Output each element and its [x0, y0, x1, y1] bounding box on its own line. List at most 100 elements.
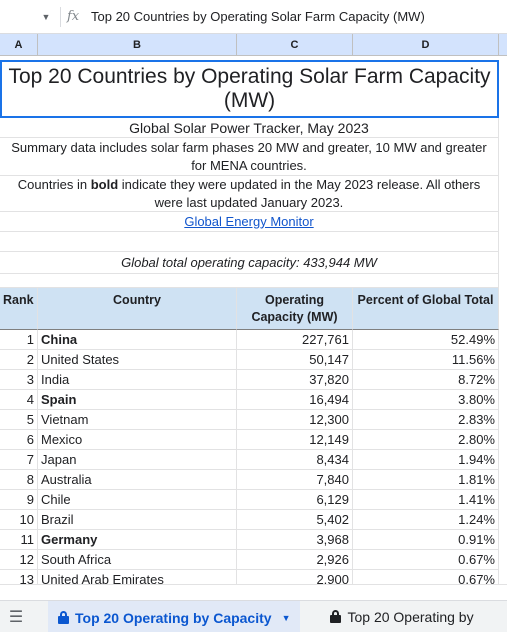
percent-cell[interactable]: 1.24%	[353, 510, 499, 530]
rank-cell[interactable]: 1	[0, 330, 38, 350]
country-cell[interactable]: Vietnam	[38, 410, 237, 430]
rank-cell[interactable]: 13	[0, 570, 38, 584]
percent-cell[interactable]: 11.56%	[353, 350, 499, 370]
country-cell[interactable]: Mexico	[38, 430, 237, 450]
table-row: 12 South Africa 2,926 0.67%	[0, 550, 507, 570]
capacity-cell[interactable]: 227,761	[237, 330, 353, 350]
rank-cell[interactable]: 3	[0, 370, 38, 390]
caret-down-icon[interactable]: ▼	[41, 11, 51, 22]
country-cell[interactable]: Chile	[38, 490, 237, 510]
capacity-cell[interactable]: 2,900	[237, 570, 353, 584]
empty-row	[0, 232, 507, 252]
column-header-d[interactable]: D	[353, 34, 499, 55]
percent-cell[interactable]: 1.41%	[353, 490, 499, 510]
note-text-end: indicate they were updated in the May 20…	[118, 176, 481, 210]
country-cell[interactable]: South Africa	[38, 550, 237, 570]
country-cell[interactable]: United Arab Emirates	[38, 570, 237, 584]
title-row: Top 20 Countries by Operating Solar Farm…	[0, 60, 507, 118]
note-bold-word: bold	[90, 176, 119, 192]
country-cell[interactable]: Australia	[38, 470, 237, 490]
percent-cell[interactable]: 1.81%	[353, 470, 499, 490]
capacity-cell[interactable]: 7,840	[237, 470, 353, 490]
rank-cell[interactable]: 11	[0, 530, 38, 550]
header-capacity[interactable]: Operating Capacity (MW)	[237, 288, 353, 330]
formula-bar: ▼ fx Top 20 Countries by Operating Solar…	[0, 0, 507, 34]
header-rank[interactable]: Rank	[0, 288, 38, 330]
sheet-tabs-bar: ☰ Top 20 Operating by Capacity ▼ Top 20 …	[0, 600, 507, 632]
summary-row: Summary data includes solar farm phases …	[0, 138, 507, 176]
rank-cell[interactable]: 4	[0, 390, 38, 410]
capacity-cell[interactable]: 2,926	[237, 550, 353, 570]
table-header-row: Rank Country Operating Capacity (MW) Per…	[0, 288, 507, 330]
column-header-b[interactable]: B	[38, 34, 237, 55]
formula-input[interactable]: Top 20 Countries by Operating Solar Farm…	[91, 9, 425, 24]
percent-cell[interactable]: 0.67%	[353, 570, 499, 584]
table-row: 7 Japan 8,434 1.94%	[0, 450, 507, 470]
percent-cell[interactable]: 52.49%	[353, 330, 499, 350]
header-percent[interactable]: Percent of Global Total	[353, 288, 499, 330]
tab-top-20-operating-by[interactable]: Top 20 Operating by	[320, 601, 483, 632]
rank-cell[interactable]: 8	[0, 470, 38, 490]
header-country[interactable]: Country	[38, 288, 237, 330]
percent-cell[interactable]: 2.83%	[353, 410, 499, 430]
capacity-cell[interactable]: 5,402	[237, 510, 353, 530]
capacity-cell[interactable]: 8,434	[237, 450, 353, 470]
column-headers: A B C D	[0, 34, 507, 56]
rank-cell[interactable]: 9	[0, 490, 38, 510]
note-text-start: Countries in	[17, 176, 91, 192]
sheet-title[interactable]: Top 20 Countries by Operating Solar Farm…	[0, 60, 499, 118]
global-energy-monitor-link[interactable]: Global Energy Monitor	[184, 213, 314, 229]
rank-cell[interactable]: 7	[0, 450, 38, 470]
rank-cell[interactable]: 2	[0, 350, 38, 370]
capacity-cell[interactable]: 3,968	[237, 530, 353, 550]
rank-cell[interactable]: 5	[0, 410, 38, 430]
capacity-cell[interactable]: 37,820	[237, 370, 353, 390]
subtitle-row: Global Solar Power Tracker, May 2023	[0, 118, 507, 138]
country-cell[interactable]: India	[38, 370, 237, 390]
table-row: 11 Germany 3,968 0.91%	[0, 530, 507, 550]
summary-text[interactable]: Summary data includes solar farm phases …	[0, 138, 499, 176]
rank-cell[interactable]: 12	[0, 550, 38, 570]
country-cell[interactable]: China	[38, 330, 237, 350]
hamburger-menu-icon[interactable]: ☰	[8, 608, 24, 626]
column-header-c[interactable]: C	[237, 34, 353, 55]
empty-cell[interactable]	[0, 232, 499, 252]
percent-cell[interactable]: 8.72%	[353, 370, 499, 390]
table-row: 8 Australia 7,840 1.81%	[0, 470, 507, 490]
country-cell[interactable]: Brazil	[38, 510, 237, 530]
rank-cell[interactable]: 6	[0, 430, 38, 450]
capacity-cell[interactable]: 12,149	[237, 430, 353, 450]
horizontal-scrollbar[interactable]	[0, 584, 507, 600]
tab-top-20-operating-by-capacity[interactable]: Top 20 Operating by Capacity ▼	[48, 600, 301, 632]
rank-cell[interactable]: 10	[0, 510, 38, 530]
country-cell[interactable]: Japan	[38, 450, 237, 470]
spacer-cell[interactable]	[0, 274, 499, 288]
capacity-cell[interactable]: 12,300	[237, 410, 353, 430]
table-row: 2 United States 50,147 11.56%	[0, 350, 507, 370]
country-cell[interactable]: Germany	[38, 530, 237, 550]
country-cell[interactable]: United States	[38, 350, 237, 370]
capacity-cell[interactable]: 16,494	[237, 390, 353, 410]
capacity-cell[interactable]: 50,147	[237, 350, 353, 370]
spacer-row	[0, 274, 507, 288]
table-row: 4 Spain 16,494 3.80%	[0, 390, 507, 410]
column-header-a[interactable]: A	[0, 34, 38, 55]
table-row: 6 Mexico 12,149 2.80%	[0, 430, 507, 450]
table-row: 13 United Arab Emirates 2,900 0.67%	[0, 570, 507, 584]
note-row: Countries in bold indicate they were upd…	[0, 176, 507, 212]
caret-down-icon[interactable]: ▼	[281, 612, 291, 623]
capacity-cell[interactable]: 6,129	[237, 490, 353, 510]
total-row: Global total operating capacity: 433,944…	[0, 252, 507, 274]
update-note[interactable]: Countries in bold indicate they were upd…	[0, 176, 499, 212]
global-total-text[interactable]: Global total operating capacity: 433,944…	[0, 252, 499, 274]
percent-cell[interactable]: 3.80%	[353, 390, 499, 410]
percent-cell[interactable]: 0.67%	[353, 550, 499, 570]
link-cell: Global Energy Monitor	[0, 212, 499, 232]
sheet-subtitle[interactable]: Global Solar Power Tracker, May 2023	[0, 118, 499, 138]
percent-cell[interactable]: 2.80%	[353, 430, 499, 450]
percent-cell[interactable]: 0.91%	[353, 530, 499, 550]
table-row: 3 India 37,820 8.72%	[0, 370, 507, 390]
country-cell[interactable]: Spain	[38, 390, 237, 410]
percent-cell[interactable]: 1.94%	[353, 450, 499, 470]
lock-icon	[330, 610, 342, 623]
